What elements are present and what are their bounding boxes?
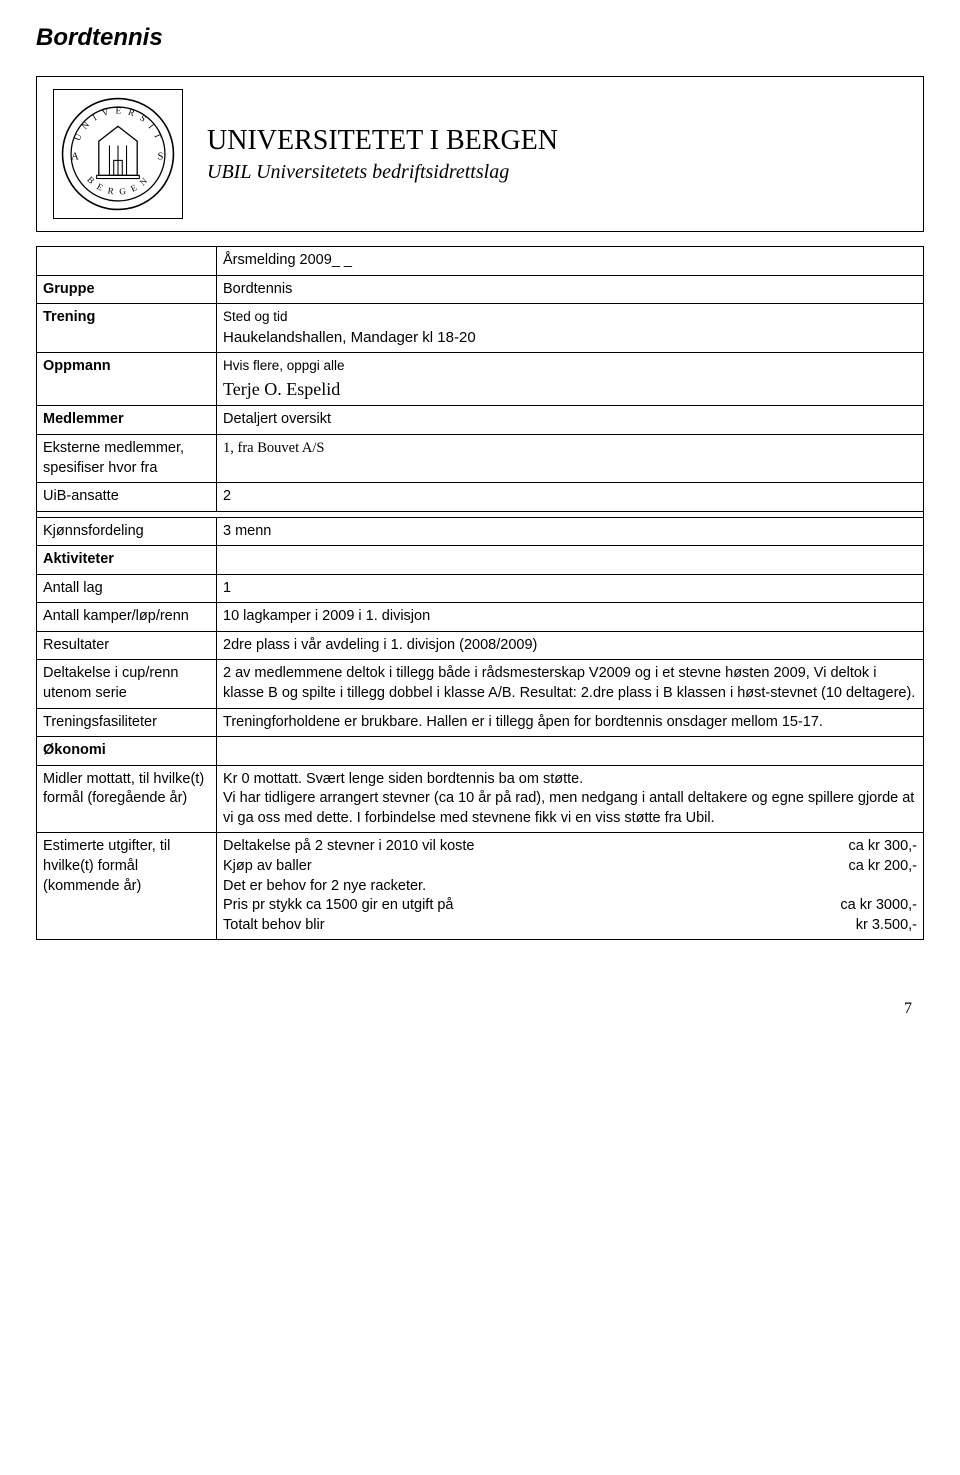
label-antall-lag: Antall lag — [37, 574, 217, 603]
value-midler: Kr 0 mottatt. Svært lenge siden bordtenn… — [217, 765, 924, 833]
label-deltakelse: Deltakelse i cup/renn utenom serie — [37, 660, 217, 708]
label-estimerte: Estimerte utgifter, til hvilke(t) formål… — [37, 833, 217, 940]
value-resultater: 2dre plass i vår avdeling i 1. divisjon … — [217, 631, 924, 660]
value-deltakelse: 2 av medlemmene deltok i tillegg både i … — [217, 660, 924, 708]
label-resultater: Resultater — [37, 631, 217, 660]
svg-text:B E R G E N: B E R G E N — [85, 174, 150, 196]
value-uib: 2 — [217, 483, 924, 512]
value-oppmann: Hvis flere, oppgi alle Terje O. Espelid — [217, 353, 924, 406]
label-uib: UiB-ansatte — [37, 483, 217, 512]
university-name: UNIVERSITETET I BERGEN — [207, 125, 907, 157]
val-trening-text: Haukelandshallen, Mandager kl 18-20 — [223, 329, 476, 346]
label-eksterne: Eksterne medlemmer, spesifiser hvor fra — [37, 434, 217, 482]
sub-medlemmer: Detaljert oversikt — [217, 406, 924, 435]
page-title: Bordtennis — [36, 24, 924, 52]
report-table: Årsmelding 2009_ _ Gruppe Bordtennis Tre… — [36, 246, 924, 940]
university-subtitle: UBIL Universitetets bedriftsidrettslag — [207, 161, 907, 184]
header-box: U N I V E R S I T B E R G E N A S UNIVER… — [36, 76, 924, 232]
label-kjonn: Kjønnsfordeling — [37, 517, 217, 546]
value-antall-kamper: 10 lagkamper i 2009 i 1. divisjon — [217, 603, 924, 632]
value-trening: Sted og tid Haukelandshallen, Mandager k… — [217, 304, 924, 353]
page-number: 7 — [36, 1000, 924, 1018]
value-antall-lag: 1 — [217, 574, 924, 603]
section-okonomi: Økonomi — [37, 737, 217, 766]
sub-trening: Sted og tid — [223, 309, 288, 324]
label-oppmann: Oppmann — [37, 353, 217, 406]
svg-text:U N I V E R S I T: U N I V E R S I T — [72, 105, 164, 142]
table-title: Årsmelding 2009_ _ — [217, 247, 924, 276]
value-trenings: Treningforholdene er brukbare. Hallen er… — [217, 708, 924, 737]
value-kjonn: 3 menn — [217, 517, 924, 546]
sub-oppmann: Hvis flere, oppgi alle — [223, 358, 345, 373]
value-eksterne: 1, fra Bouvet A/S — [217, 434, 924, 482]
label-antall-kamper: Antall kamper/løp/renn — [37, 603, 217, 632]
label-trenings: Treningsfasiliteter — [37, 708, 217, 737]
svg-text:A: A — [71, 151, 79, 162]
university-seal: U N I V E R S I T B E R G E N A S — [53, 89, 183, 219]
svg-text:S: S — [157, 151, 163, 162]
label-medlemmer: Medlemmer — [37, 406, 217, 435]
value-gruppe: Bordtennis — [217, 275, 924, 304]
label-gruppe: Gruppe — [37, 275, 217, 304]
value-estimerte: Deltakelse på 2 stevner i 2010 vil koste… — [217, 833, 924, 940]
label-midler: Midler mottatt, til hvilke(t) formål (fo… — [37, 765, 217, 833]
label-trening: Trening — [37, 304, 217, 353]
val-oppmann-text: Terje O. Espelid — [223, 379, 340, 399]
section-aktiviteter: Aktiviteter — [37, 546, 217, 575]
